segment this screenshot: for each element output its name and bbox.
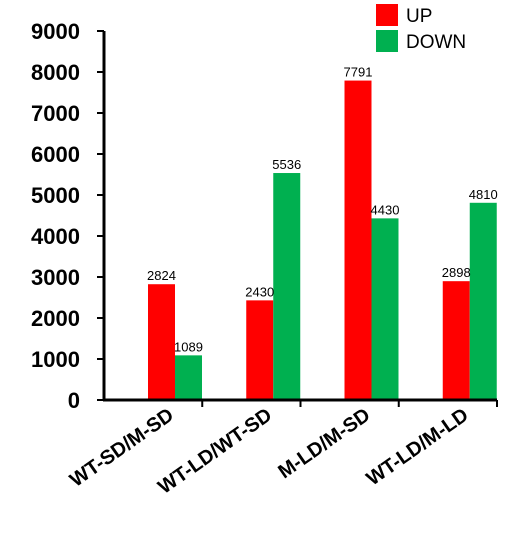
data-label-up-3: 7791 xyxy=(344,65,373,80)
data-label-down-4: 4810 xyxy=(469,187,498,202)
y-tick-label: 5000 xyxy=(31,183,80,208)
y-tick-label: 9000 xyxy=(31,19,80,44)
y-tick-label: 6000 xyxy=(31,142,80,167)
legend: UP DOWN xyxy=(376,4,466,53)
data-labels: 2824 1089 2430 5536 7791 4430 2898 4810 xyxy=(147,65,498,355)
data-label-down-2: 5536 xyxy=(272,157,301,172)
y-tick-label: 3000 xyxy=(31,265,80,290)
bar-down-2 xyxy=(273,173,301,400)
bar-up-4 xyxy=(442,281,470,400)
data-label-up-1: 2824 xyxy=(147,268,176,283)
bars xyxy=(148,80,497,400)
bar-up-3 xyxy=(344,80,372,400)
bar-up-2 xyxy=(246,300,274,400)
data-label-up-2: 2430 xyxy=(245,284,274,299)
bar-down-3 xyxy=(371,218,399,400)
y-tick-label: 4000 xyxy=(31,224,80,249)
bar-down-4 xyxy=(469,202,497,400)
y-tick-label: 1000 xyxy=(31,347,80,372)
legend-label-down: DOWN xyxy=(406,32,466,53)
bar-down-1 xyxy=(175,355,202,400)
x-category-label: M-LD/M-SD xyxy=(274,404,374,483)
data-label-down-3: 4430 xyxy=(371,202,400,217)
y-axis: 0 1000 2000 3000 4000 5000 6000 7000 8000 9000 xyxy=(31,19,106,413)
y-tick-label: 0 xyxy=(68,388,80,413)
legend-swatch-up xyxy=(376,4,398,26)
y-tick-label: 7000 xyxy=(31,101,80,126)
legend-swatch-down xyxy=(376,30,398,52)
y-tick-label: 8000 xyxy=(31,60,80,85)
y-tick-label: 2000 xyxy=(31,306,80,331)
bar-up-1 xyxy=(148,284,175,400)
data-label-up-4: 2898 xyxy=(442,265,471,280)
legend-label-up: UP xyxy=(406,6,432,27)
x-category-label: WT-LD/M-LD xyxy=(363,404,473,490)
data-label-down-1: 1089 xyxy=(174,339,203,354)
